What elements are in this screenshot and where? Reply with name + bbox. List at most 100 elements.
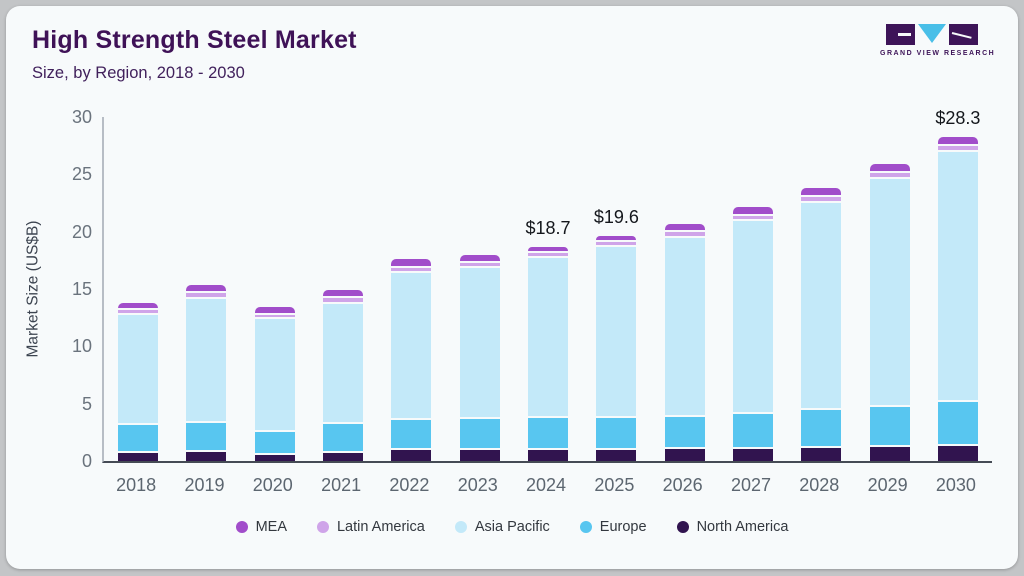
segment-north-america-2020[interactable] [254,452,295,461]
segment-europe-2025[interactable] [596,415,637,448]
x-tick-label-2019: 2019 [184,475,225,495]
legend-dot-asia-pacific-icon [454,521,467,533]
segment-mea-2020[interactable] [254,306,295,313]
segment-north-america-2021[interactable] [323,450,364,461]
segment-asia-pacific-2027[interactable] [732,219,773,413]
segment-asia-pacific-2019[interactable] [186,297,227,422]
bar-2021[interactable] [323,290,364,461]
segment-mea-2026[interactable] [664,223,705,230]
segment-mea-2024[interactable] [528,246,569,252]
legend-item-mea[interactable]: MEA [235,519,287,535]
segment-north-america-2019[interactable] [186,449,227,461]
bar-2030[interactable] [937,136,978,461]
segment-latin-america-2028[interactable] [801,195,842,201]
x-tick-label-2027: 2027 [730,475,771,495]
segment-north-america-2026[interactable] [664,446,705,461]
segment-north-america-2018[interactable] [118,451,159,461]
segment-asia-pacific-2030[interactable] [937,149,978,401]
segment-mea-2019[interactable] [186,285,227,292]
segment-europe-2019[interactable] [186,421,227,450]
legend-dot-north-america-icon [676,521,689,533]
segment-latin-america-2029[interactable] [869,170,910,177]
logo-letter-v-icon [918,24,946,43]
segment-europe-2028[interactable] [801,408,842,447]
segment-north-america-2025[interactable] [596,447,637,461]
x-axis-labels: 2018 2019 2020 2021 2022 2023 2024 2025 2026 2027… [102,475,990,496]
bar-2029[interactable] [869,164,910,461]
segment-north-america-2030[interactable] [937,444,978,461]
segment-latin-america-2019[interactable] [186,291,227,298]
x-tick-label-2022: 2022 [389,475,430,495]
legend-item-latin-america[interactable]: Latin America [316,519,425,535]
segment-latin-america-2024[interactable] [528,251,569,256]
segment-mea-2027[interactable] [732,207,773,214]
logo-letter-g-icon [886,24,915,45]
segment-asia-pacific-2023[interactable] [459,266,500,418]
segment-asia-pacific-2022[interactable] [391,270,432,419]
segment-asia-pacific-2021[interactable] [323,301,364,423]
bar-2019[interactable] [186,285,227,461]
segment-north-america-2023[interactable] [459,447,500,461]
segment-latin-america-2018[interactable] [118,307,159,313]
segment-europe-2029[interactable] [869,404,910,445]
segment-latin-america-2025[interactable] [596,240,637,246]
segment-mea-2021[interactable] [323,290,364,297]
segment-asia-pacific-2024[interactable] [528,255,569,417]
legend-item-asia-pacific[interactable]: Asia Pacific [454,519,550,535]
segment-mea-2022[interactable] [391,259,432,266]
segment-europe-2021[interactable] [323,422,364,451]
segment-asia-pacific-2028[interactable] [801,200,842,409]
segment-mea-2030[interactable] [937,136,978,144]
segment-latin-america-2023[interactable] [459,260,500,267]
bar-2026[interactable] [664,223,705,461]
segment-europe-2023[interactable] [459,417,500,448]
bar-2023[interactable] [459,254,500,461]
segment-north-america-2029[interactable] [869,444,910,461]
bar-slot [309,117,377,461]
segment-latin-america-2030[interactable] [937,143,978,150]
y-tick-label: 30 [71,107,92,127]
legend-dot-latin-america-icon [316,521,329,533]
segment-latin-america-2027[interactable] [732,213,773,220]
segment-latin-america-2020[interactable] [254,312,295,318]
bar-2027[interactable] [732,207,773,461]
segment-asia-pacific-2018[interactable] [118,312,159,423]
bar-2024[interactable] [528,246,569,461]
segment-asia-pacific-2026[interactable] [664,235,705,415]
bar-2028[interactable] [801,188,842,461]
segment-europe-2030[interactable] [937,400,978,445]
segment-europe-2024[interactable] [528,416,569,449]
segment-mea-2029[interactable] [869,164,910,171]
legend-item-europe[interactable]: Europe [579,519,647,535]
legend-item-north-america[interactable]: North America [676,519,788,535]
segment-europe-2022[interactable] [391,418,432,448]
segment-north-america-2028[interactable] [801,446,842,461]
segment-europe-2020[interactable] [254,430,295,453]
bar-2020[interactable] [254,306,295,461]
x-tick-label-2025: 2025 [594,475,635,495]
segment-mea-2018[interactable] [118,302,159,308]
segment-mea-2028[interactable] [801,188,842,196]
segment-latin-america-2026[interactable] [664,229,705,236]
bar-2018[interactable] [118,302,159,461]
bar-2022[interactable] [391,259,432,461]
bar-2025[interactable] [596,236,637,461]
y-tick-label: 0 [81,451,92,471]
segment-europe-2018[interactable] [118,422,159,452]
segment-north-america-2022[interactable] [391,447,432,461]
bar-value-label-2025: $19.6 [593,207,639,228]
segment-north-america-2027[interactable] [732,446,773,461]
segment-asia-pacific-2025[interactable] [596,245,637,416]
x-tick-label-2029: 2029 [867,475,908,495]
segment-asia-pacific-2020[interactable] [254,317,295,431]
segment-north-america-2024[interactable] [528,448,569,461]
segment-asia-pacific-2029[interactable] [869,176,910,405]
segment-latin-america-2021[interactable] [323,296,364,302]
segment-latin-america-2022[interactable] [391,265,432,271]
segment-mea-2025[interactable] [596,236,637,241]
segment-mea-2023[interactable] [459,254,500,261]
y-tick-label: 20 [71,221,92,242]
segment-europe-2027[interactable] [732,412,773,447]
y-tick-label: 5 [81,393,92,414]
segment-europe-2026[interactable] [664,414,705,447]
